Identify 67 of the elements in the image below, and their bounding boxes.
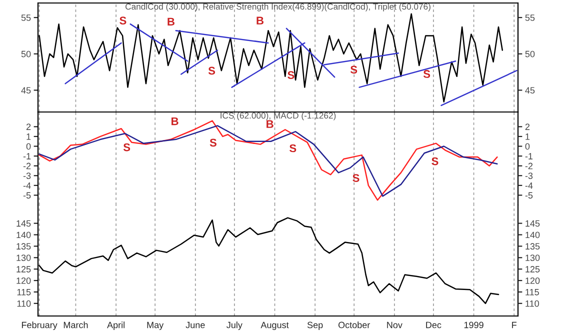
- y-tick-label: 145: [16, 220, 31, 227]
- y2-tick-label: -4: [525, 182, 533, 189]
- annotation: B: [256, 16, 264, 24]
- y2-tick-label: 125: [526, 266, 540, 272]
- y-tick-label: -5: [23, 192, 31, 199]
- y-tick-label: -1: [23, 153, 31, 160]
- annotation: S: [423, 70, 430, 78]
- y2-tick-label: 130: [526, 254, 540, 261]
- y2-tick-label: -5: [525, 192, 533, 199]
- y2-tick-label: 55: [525, 14, 535, 21]
- y2-tick-label: 2: [525, 124, 530, 130]
- y2-tick-label: 115: [526, 289, 539, 296]
- y-tick-label: 135: [16, 243, 31, 250]
- x-tick-label: August: [260, 322, 289, 330]
- x-tick-label: April: [107, 322, 124, 330]
- y-tick-label: 110: [17, 300, 31, 307]
- annotation: S: [288, 71, 294, 80]
- y-tick-label: 2: [26, 124, 31, 130]
- x-tick-label: Sep: [307, 322, 323, 330]
- y2-tick-label: 1: [526, 134, 530, 140]
- x-tick-label: October: [338, 322, 370, 328]
- annotation: S: [123, 143, 130, 152]
- y2-tick-label: 145: [526, 220, 540, 227]
- x-tick-label: June: [186, 322, 205, 328]
- y-tick-label: 50: [21, 50, 31, 58]
- x-tick-label: Nov: [387, 322, 402, 328]
- annotation: B: [172, 117, 178, 126]
- x-tick-label: February: [22, 322, 58, 330]
- x-tick-label: May: [147, 322, 164, 330]
- x-tick-label: F: [512, 322, 516, 328]
- y-tick-label: -4: [23, 182, 31, 189]
- y-tick-label: 130: [16, 254, 31, 261]
- annotation: B: [168, 18, 174, 26]
- y-tick-label: 115: [17, 289, 31, 296]
- y-tick-label: 1: [26, 134, 31, 140]
- y-tick-label: 0: [26, 143, 31, 150]
- y2-tick-label: 135: [526, 243, 540, 250]
- y2-tick-label: 110: [526, 300, 539, 307]
- y2-tick-label: -3: [525, 172, 533, 179]
- y2-tick-label: 140: [526, 232, 540, 238]
- x-tick-label: March: [64, 322, 88, 328]
- y-tick-label: -2: [23, 162, 31, 170]
- y-tick-label: 125: [16, 266, 31, 272]
- annotation: S: [208, 66, 216, 75]
- x-tick-label: 1999: [464, 322, 484, 328]
- y2-tick-label: 0: [525, 143, 530, 150]
- chart-title: CandlCod (30.000), Relative Strength Index(46.899)(CandlCod), Triplet (50.076): [126, 3, 430, 12]
- y2-tick-label: 45: [525, 87, 535, 94]
- annotation: B: [266, 120, 274, 128]
- y-tick-label: 140: [16, 232, 31, 238]
- y-tick-label: 55: [21, 14, 31, 21]
- x-tick-label: Dec: [426, 322, 442, 328]
- annotation: S: [120, 16, 126, 25]
- y-tick-label: 45: [21, 87, 31, 94]
- y2-tick-label: 120: [526, 277, 540, 284]
- y2-tick-label: -2: [525, 162, 533, 170]
- annotation: S: [350, 66, 358, 74]
- annotation: S: [289, 144, 296, 152]
- annotation: S: [210, 138, 216, 147]
- y2-tick-label: 50: [525, 50, 535, 58]
- x-tick-label: July: [226, 322, 242, 330]
- chart-title: ICS (62.000), MACD (-1.1262): [220, 112, 336, 120]
- annotation: S: [432, 157, 438, 166]
- y-tick-label: 120: [16, 277, 31, 284]
- y2-tick-label: -1: [525, 153, 533, 160]
- y-tick-label: -3: [23, 172, 31, 179]
- annotation: S: [352, 174, 360, 182]
